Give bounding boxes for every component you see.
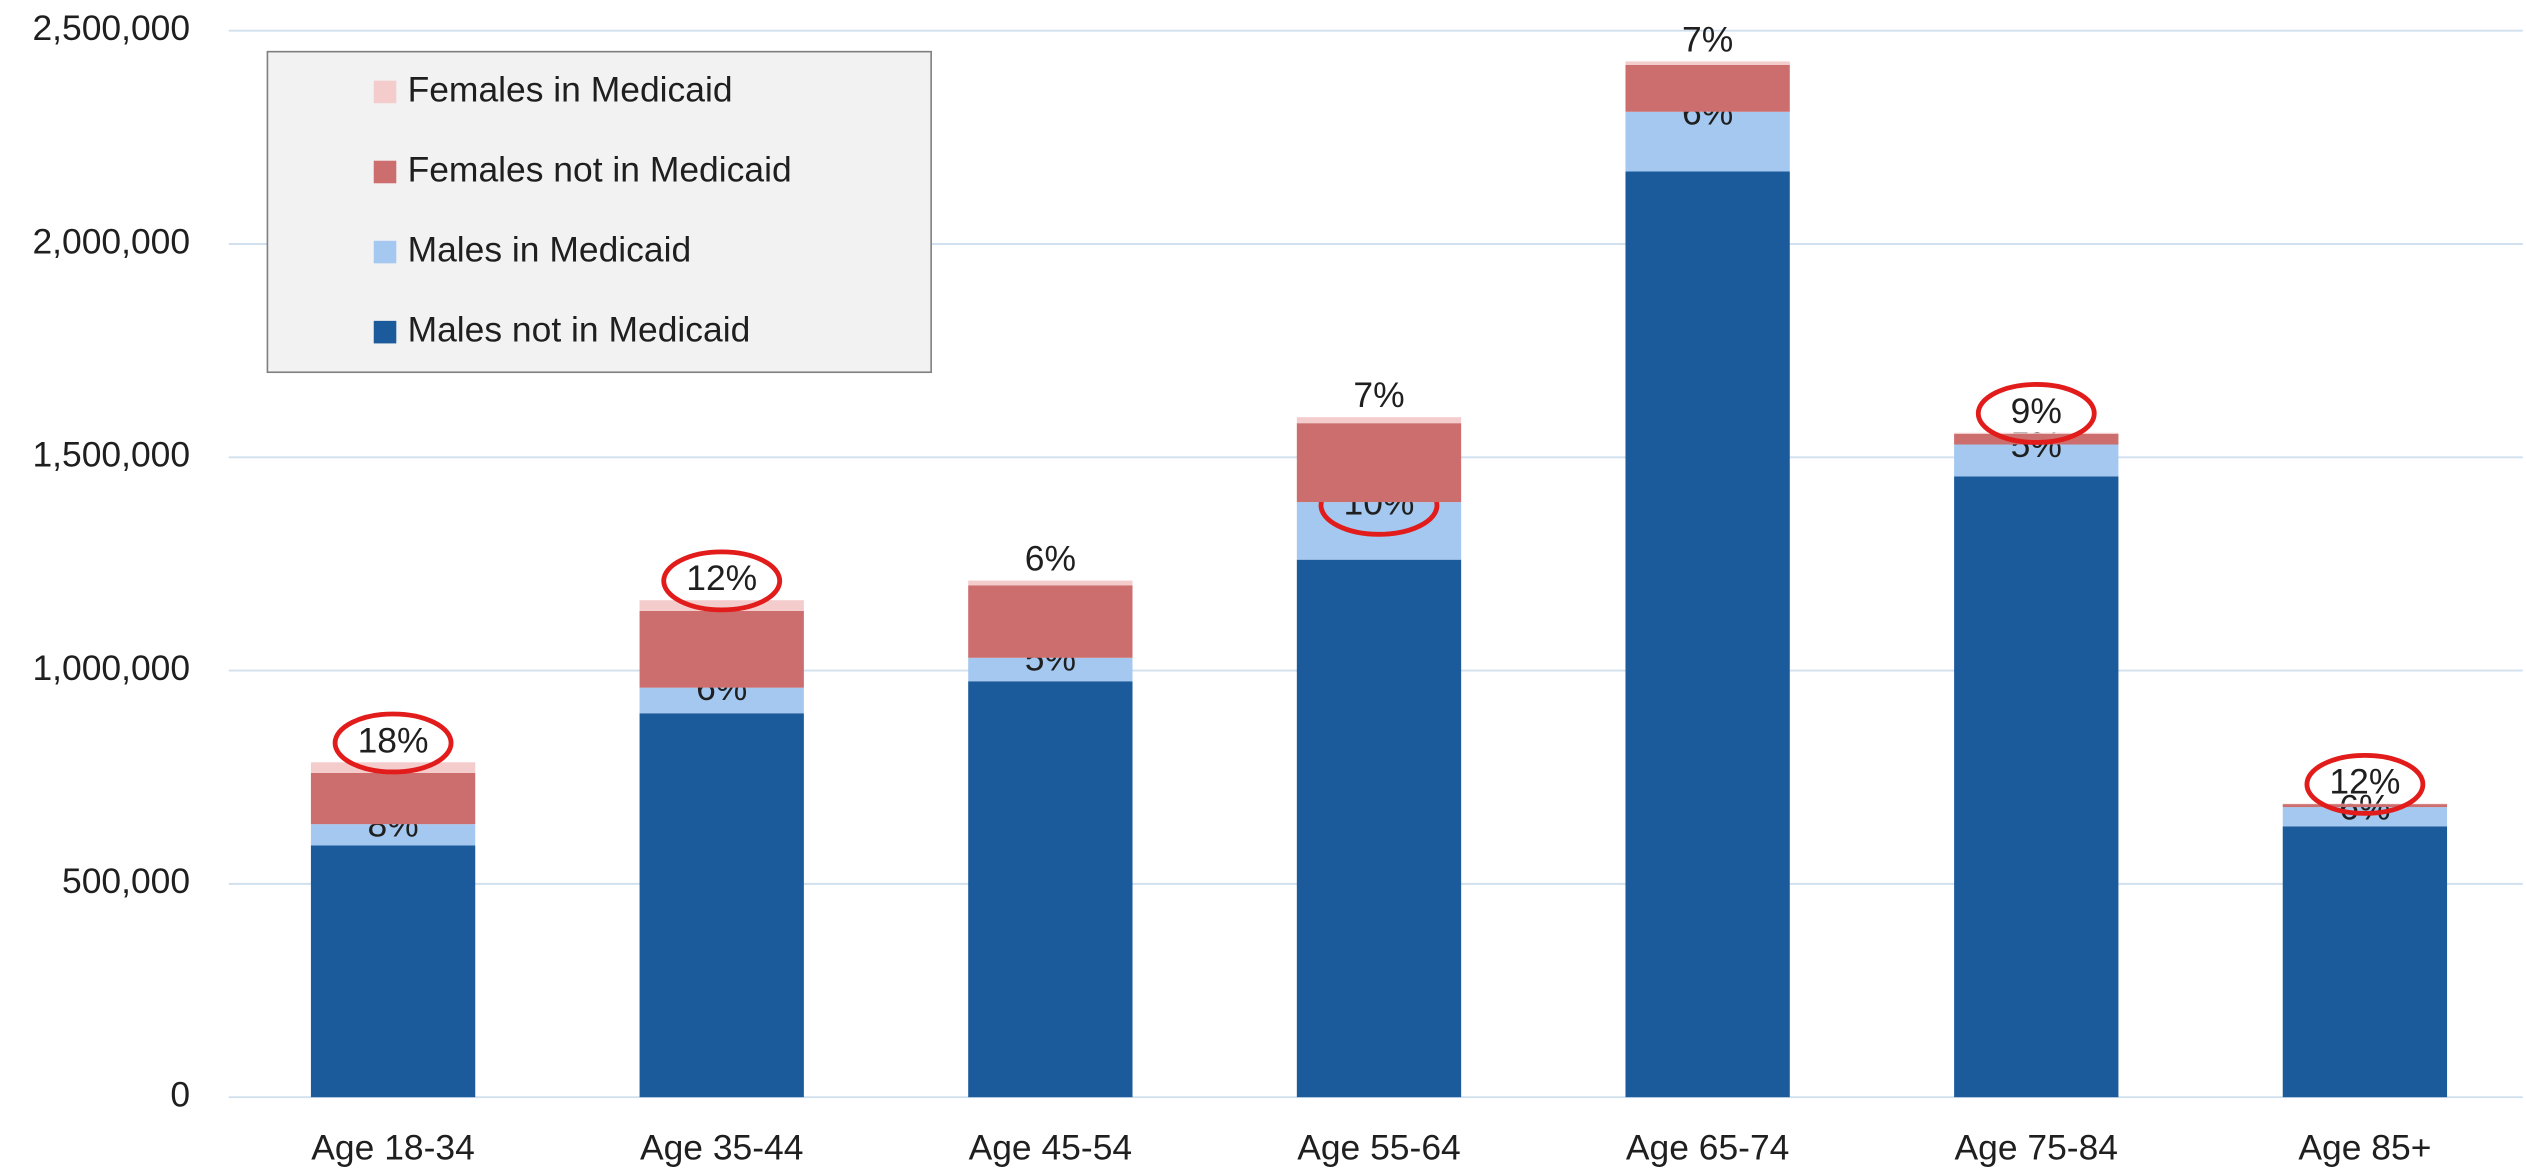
bar-segment: [2282, 804, 2448, 808]
x-tick-label: Age 75-84: [1954, 1128, 2118, 1168]
legend-label: Females not in Medicaid: [408, 149, 792, 189]
legend-box: [266, 50, 932, 374]
bar-segment: [639, 713, 804, 1098]
bar-segment: [1296, 417, 1462, 424]
bar-segment: [968, 585, 1133, 658]
bar-segment: [310, 824, 476, 846]
y-tick-label: 1,000,000: [32, 648, 190, 688]
y-tick-label: 2,500,000: [32, 8, 190, 48]
highlight-circle: [661, 549, 783, 613]
bar-segment: [639, 687, 804, 714]
highlight-circle: [2304, 752, 2426, 816]
bar-segment: [1296, 423, 1462, 503]
y-tick-label: 1,500,000: [32, 435, 190, 475]
y-tick-label: 0: [170, 1075, 190, 1115]
x-tick-label: Age 65-74: [1626, 1128, 1790, 1168]
x-tick-label: Age 55-64: [1297, 1128, 1461, 1168]
x-tick-label: Age 18-34: [311, 1128, 475, 1168]
bar-segment: [1954, 433, 2119, 445]
bar-segment: [968, 681, 1133, 1098]
data-label: 6%: [1025, 539, 1076, 579]
legend-swatch: [373, 160, 397, 184]
bar-segment: [1954, 476, 2119, 1098]
bar-segment: [1625, 171, 1790, 1098]
y-tick-label: 500,000: [62, 861, 190, 901]
bar-segment: [968, 657, 1133, 682]
legend-swatch: [373, 240, 397, 264]
data-label: 6%: [2339, 788, 2390, 828]
x-tick-label: Age 85+: [2298, 1128, 2431, 1168]
data-label: 12%: [686, 558, 757, 598]
bar-segment: [310, 772, 476, 825]
x-tick-label: Age 35-44: [640, 1128, 804, 1168]
bar-segment: [310, 845, 476, 1098]
highlight-circle: [332, 711, 454, 775]
bar-segment: [2282, 826, 2448, 1098]
data-label: 7%: [1353, 375, 1404, 415]
bar-segment: [310, 762, 476, 773]
bar-segment: [1625, 61, 1790, 65]
legend-swatch: [373, 80, 397, 104]
data-label: 9%: [2011, 391, 2062, 431]
legend-swatch: [373, 320, 397, 344]
legend-label: Females in Medicaid: [408, 69, 733, 109]
y-tick-label: 2,000,000: [32, 221, 190, 261]
data-label: 7%: [1682, 19, 1733, 59]
bar-segment: [1954, 444, 2119, 477]
bar-segment: [639, 610, 804, 688]
legend-label: Males not in Medicaid: [408, 309, 751, 349]
data-label: 5%: [2011, 425, 2062, 465]
highlight-circle: [1975, 382, 2097, 445]
bar-segment: [968, 580, 1133, 586]
bar-segment: [1954, 432, 2119, 434]
bar-segment: [639, 600, 804, 611]
data-label: 12%: [2329, 762, 2400, 802]
bar-segment: [2282, 807, 2448, 827]
bar-segment: [1296, 559, 1462, 1098]
data-label: 18%: [358, 720, 429, 760]
x-tick-label: Age 45-54: [969, 1128, 1133, 1168]
legend-label: Males in Medicaid: [408, 229, 692, 269]
bar-segment: [1625, 64, 1790, 112]
bar-segment: [1625, 111, 1790, 172]
